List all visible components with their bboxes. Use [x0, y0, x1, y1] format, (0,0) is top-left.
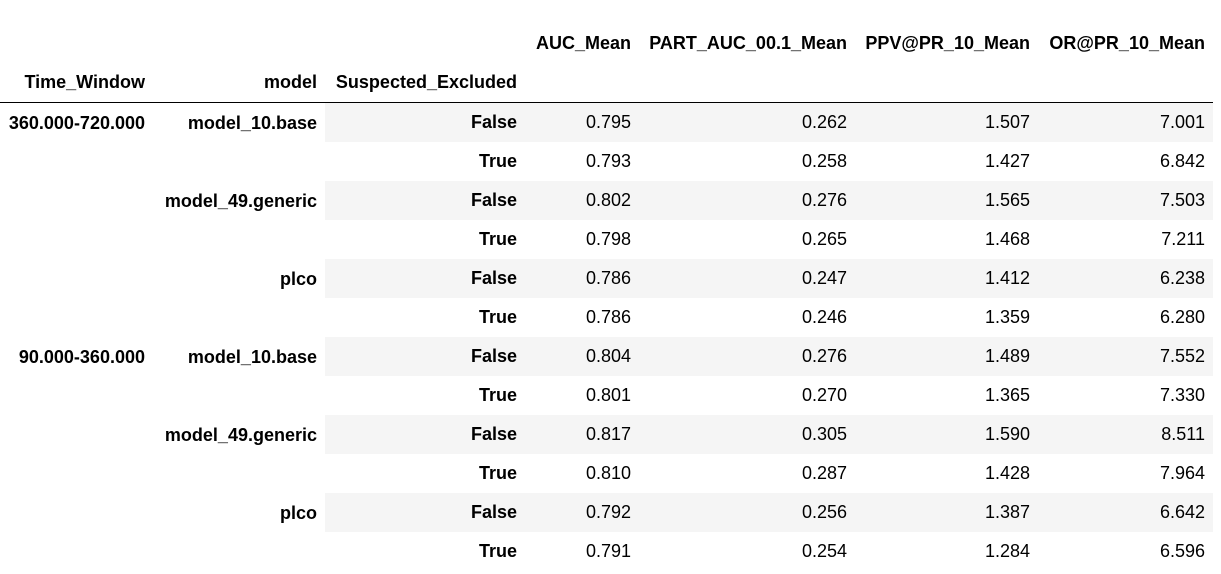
index-name-model: model	[153, 63, 325, 103]
row-index-suspected-excluded: False	[325, 493, 525, 532]
row-index-suspected-excluded: True	[325, 220, 525, 259]
cell-part-auc: 0.276	[639, 181, 855, 220]
cell-ppv: 1.284	[855, 532, 1038, 571]
blank-header-cell	[525, 63, 639, 103]
cell-ppv: 1.365	[855, 376, 1038, 415]
cell-or: 7.552	[1038, 337, 1213, 376]
blank-header-cell	[0, 24, 153, 63]
cell-ppv: 1.359	[855, 298, 1038, 337]
cell-or: 7.503	[1038, 181, 1213, 220]
blank-header-cell	[153, 24, 325, 63]
cell-ppv: 1.489	[855, 337, 1038, 376]
cell-part-auc: 0.256	[639, 493, 855, 532]
cell-auc-mean: 0.791	[525, 532, 639, 571]
cell-auc-mean: 0.810	[525, 454, 639, 493]
cell-or: 6.642	[1038, 493, 1213, 532]
column-header-part-auc: PART_AUC_00.1_Mean	[649, 33, 847, 53]
cell-auc-mean: 0.801	[525, 376, 639, 415]
column-header-auc-mean: AUC_Mean	[535, 33, 631, 53]
cell-ppv: 1.565	[855, 181, 1038, 220]
table-row: True 0.791 0.254 1.284 6.596	[0, 532, 1213, 571]
index-name-suspected-excluded: Suspected_Excluded	[325, 63, 525, 103]
index-name-row: Time_Window model Suspected_Excluded	[0, 63, 1213, 103]
table-row: model_49.generic False 0.802 0.276 1.565 7.50…	[0, 181, 1213, 259]
index-name-time-window: Time_Window	[0, 63, 153, 103]
row-index-suspected-excluded: False	[325, 102, 525, 142]
cell-auc-mean: 0.793	[525, 142, 639, 181]
cell-auc-mean: 0.786	[525, 298, 639, 337]
blank-header-cell	[639, 63, 855, 103]
cell-part-auc: 0.270	[639, 376, 855, 415]
row-index-model: model_10.base	[153, 337, 325, 415]
cell-ppv: 1.427	[855, 142, 1038, 181]
cell-ppv: 1.387	[855, 493, 1038, 532]
blank-header-cell	[855, 63, 1038, 103]
cell-part-auc: 0.265	[639, 220, 855, 259]
row-index-suspected-excluded: True	[325, 298, 525, 337]
cell-or: 7.964	[1038, 454, 1213, 493]
row-index-suspected-excluded: True	[325, 454, 525, 493]
table-row: True 0.793 0.258 1.427 6.842	[0, 142, 1213, 181]
cell-or: 6.280	[1038, 298, 1213, 337]
row-index-suspected-excluded: True	[325, 376, 525, 415]
blank-header-cell	[1038, 63, 1213, 103]
cell-part-auc: 0.247	[639, 259, 855, 298]
cell-auc-mean: 0.802	[525, 181, 639, 220]
cell-or: 7.211	[1038, 220, 1213, 259]
cell-or: 6.238	[1038, 259, 1213, 298]
row-index-model: model_10.base	[153, 102, 325, 181]
table-row: True 0.801 0.270 1.365 7.330	[0, 376, 1213, 415]
column-header-ppv: PPV@PR_10_Mean	[865, 33, 1030, 53]
table-row: True 0.810 0.287 1.428 7.964	[0, 454, 1213, 493]
cell-auc-mean: 0.786	[525, 259, 639, 298]
cell-or: 6.842	[1038, 142, 1213, 181]
row-index-suspected-excluded: False	[325, 415, 525, 454]
cell-auc-mean: 0.792	[525, 493, 639, 532]
cell-or: 7.001	[1038, 102, 1213, 142]
cell-auc-mean: 0.798	[525, 220, 639, 259]
column-header-row: AUC_Mean PART_AUC_00.1_Mean PPV@PR_10_Me…	[0, 24, 1213, 63]
cell-auc-mean: 0.804	[525, 337, 639, 376]
cell-or: 6.596	[1038, 532, 1213, 571]
cell-auc-mean: 0.795	[525, 102, 639, 142]
cell-ppv: 1.412	[855, 259, 1038, 298]
table-row: 90.000-360.000 model_10.base False 0.804 0.2…	[0, 337, 1213, 571]
row-index-model: model_49.generic	[153, 181, 325, 259]
cell-part-auc: 0.287	[639, 454, 855, 493]
cell-ppv: 1.590	[855, 415, 1038, 454]
cell-part-auc: 0.262	[639, 102, 855, 142]
cell-auc-mean: 0.817	[525, 415, 639, 454]
blank-header-cell	[325, 24, 525, 63]
row-index-suspected-excluded: False	[325, 181, 525, 220]
cell-ppv: 1.507	[855, 102, 1038, 142]
cell-part-auc: 0.246	[639, 298, 855, 337]
table-body: 360.000-720.000 model_10.base False 0.795 0.…	[0, 102, 1213, 571]
row-index-model: plco	[153, 493, 325, 571]
row-index-model: model_49.generic	[153, 415, 325, 493]
cell-part-auc: 0.254	[639, 532, 855, 571]
table-row: 360.000-720.000 model_10.base False 0.795 0.…	[0, 102, 1213, 337]
cell-ppv: 1.428	[855, 454, 1038, 493]
dataframe-table: AUC_Mean PART_AUC_00.1_Mean PPV@PR_10_Me…	[0, 24, 1213, 571]
row-index-suspected-excluded: False	[325, 259, 525, 298]
row-index-suspected-excluded: True	[325, 532, 525, 571]
cell-part-auc: 0.258	[639, 142, 855, 181]
cell-part-auc: 0.305	[639, 415, 855, 454]
cell-or: 8.511	[1038, 415, 1213, 454]
table-row: plco False 0.792 0.256 1.387 6.642	[0, 493, 1213, 571]
cell-or: 7.330	[1038, 376, 1213, 415]
row-index-model: plco	[153, 259, 325, 337]
table-row: model_49.generic False 0.817 0.305 1.590 8.51…	[0, 415, 1213, 493]
row-index-suspected-excluded: False	[325, 337, 525, 376]
table-row: True 0.798 0.265 1.468 7.211	[0, 220, 1213, 259]
table-header: AUC_Mean PART_AUC_00.1_Mean PPV@PR_10_Me…	[0, 24, 1213, 103]
cell-part-auc: 0.276	[639, 337, 855, 376]
column-header-or: OR@PR_10_Mean	[1049, 33, 1205, 53]
cell-ppv: 1.468	[855, 220, 1038, 259]
row-index-time-window: 360.000-720.000	[0, 102, 153, 337]
row-index-suspected-excluded: True	[325, 142, 525, 181]
table-row: plco False 0.786 0.247 1.412 6.238	[0, 259, 1213, 337]
row-index-time-window: 90.000-360.000	[0, 337, 153, 571]
table-row: True 0.786 0.246 1.359 6.280	[0, 298, 1213, 337]
